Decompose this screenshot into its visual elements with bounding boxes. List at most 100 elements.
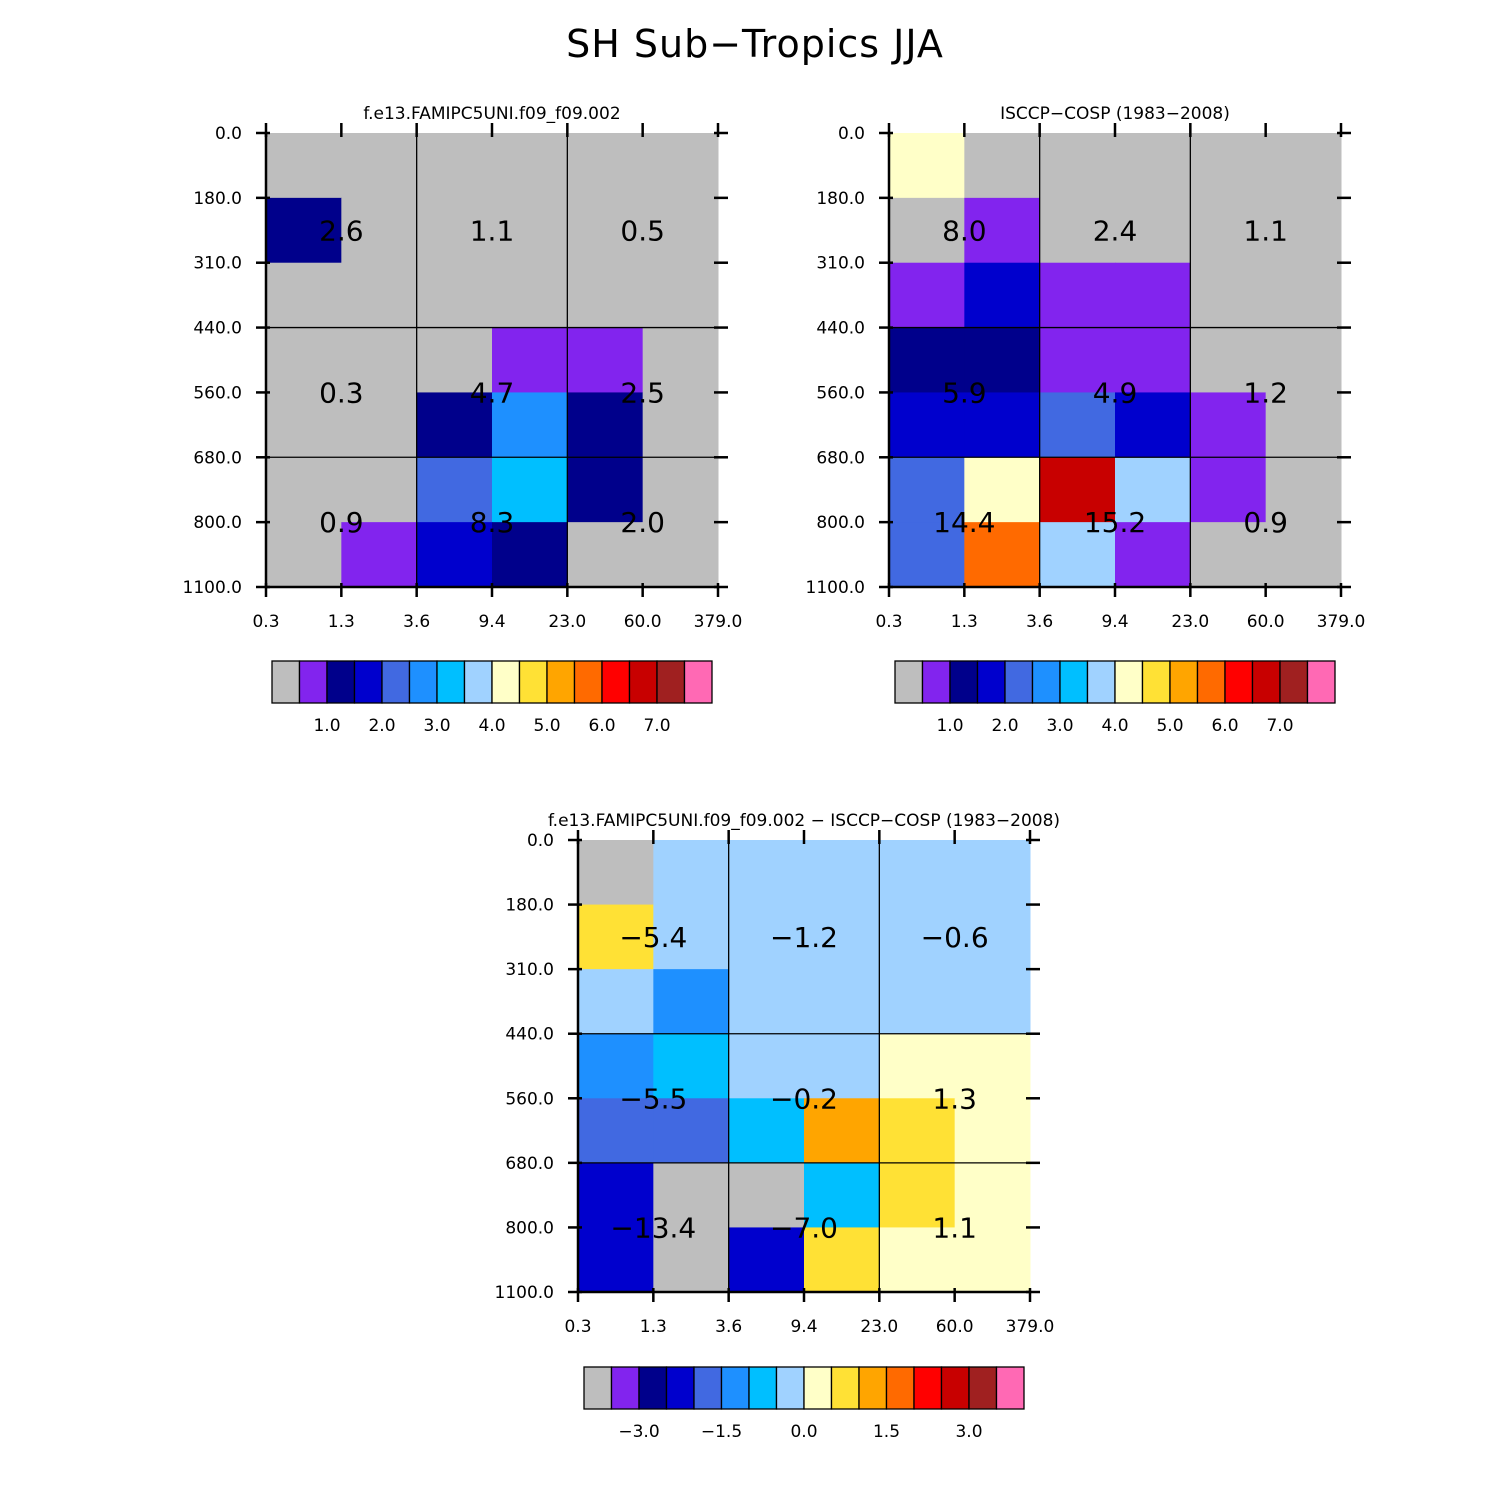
y-tick-label: 440.0 <box>816 319 865 339</box>
x-tick-label: 9.4 <box>1101 612 1128 632</box>
colorbar-label: 3.0 <box>955 1422 982 1442</box>
heatmap-cell <box>1265 197 1342 264</box>
heatmap-cell <box>804 1162 880 1228</box>
colorbar-box <box>913 1366 943 1410</box>
heatmap-cell <box>266 262 342 329</box>
heatmap-cell <box>653 904 730 970</box>
heatmap-cell <box>1265 392 1342 458</box>
heatmap-cell <box>567 522 644 588</box>
heatmap-cell <box>578 1162 654 1228</box>
heatmap-cell <box>1265 327 1342 393</box>
y-tick-label: 180.0 <box>505 896 554 916</box>
heatmap-cell <box>567 133 644 199</box>
y-tick-label: 560.0 <box>505 1089 554 1109</box>
y-tick-label: 560.0 <box>193 383 242 403</box>
heatmap-cell <box>1190 133 1267 199</box>
heatmap-cell <box>567 457 644 523</box>
block-sum-label: 0.5 <box>620 214 665 247</box>
y-tick-label: 560.0 <box>816 383 865 403</box>
x-tick-label: 23.0 <box>548 612 586 632</box>
colorbar-box <box>885 1366 915 1410</box>
heatmap-cell <box>889 262 965 329</box>
heatmap-cell <box>1039 197 1116 264</box>
colorbar-box <box>995 1366 1025 1410</box>
heatmap-cell <box>1190 262 1267 329</box>
heatmap-cell <box>889 197 965 264</box>
colorbar-box <box>949 660 979 704</box>
block-sum-label: −1.2 <box>770 921 838 954</box>
heatmap-cell <box>1190 197 1267 264</box>
heatmap-cell <box>341 197 418 264</box>
colorbar-box <box>1306 660 1336 704</box>
x-tick-label: 1.3 <box>640 1317 667 1337</box>
heatmap-cell <box>1115 327 1191 393</box>
colorbar-label: 1.0 <box>936 716 963 736</box>
colorbar-box <box>968 1366 998 1410</box>
heatmap-cell <box>578 969 654 1035</box>
heatmap-cell <box>879 840 956 906</box>
heatmap-cell <box>728 1162 805 1228</box>
heatmap-cell <box>804 840 880 906</box>
panel-title: f.e13.FAMIPC5UNI.f09_f09.002 <box>363 104 620 124</box>
colorbar-box <box>326 660 356 704</box>
y-tick-label: 310.0 <box>193 254 242 274</box>
colorbar-box <box>1059 660 1089 704</box>
heatmap-cell <box>642 262 719 329</box>
heatmap-cell <box>416 522 493 588</box>
x-tick-label: 0.3 <box>564 1317 591 1337</box>
colorbar-box <box>1004 660 1034 704</box>
block-sum-label: 4.7 <box>470 376 515 409</box>
heatmap-cell <box>954 1033 1031 1099</box>
heatmap-cell <box>1039 327 1116 393</box>
colorbar-label: 7.0 <box>643 716 670 736</box>
colorbar-box <box>1141 660 1171 704</box>
colorbar-label: 1.5 <box>873 1422 900 1442</box>
heatmap-cell <box>653 969 730 1035</box>
heatmap-cell <box>879 1162 956 1228</box>
x-tick-label: 379.0 <box>1006 1317 1055 1337</box>
heatmap-cell <box>964 522 1041 588</box>
y-tick-label: 310.0 <box>816 254 865 274</box>
y-tick-label: 440.0 <box>505 1025 554 1045</box>
heatmap-cell <box>954 1162 1031 1228</box>
block-sum-label: 1.1 <box>470 214 515 247</box>
block-sum-label: 14.4 <box>933 506 995 539</box>
heatmap-cell <box>266 133 342 199</box>
colorbar-box <box>583 1366 613 1410</box>
colorbar-label: 4.0 <box>1101 716 1128 736</box>
block-sum-label: −5.5 <box>619 1082 687 1115</box>
colorbar-label: 2.0 <box>991 716 1018 736</box>
heatmap-cell <box>1115 457 1191 523</box>
heatmap-cell <box>1039 457 1116 523</box>
block-sum-label: 1.2 <box>1243 376 1288 409</box>
block-sum-label: 0.9 <box>319 506 364 539</box>
heatmap-cell <box>341 392 418 458</box>
heatmap-cell <box>728 969 805 1035</box>
heatmap-cell <box>642 457 719 523</box>
heatmap-cell <box>653 1033 730 1099</box>
colorbar-box <box>271 660 301 704</box>
colorbar-box <box>656 660 686 704</box>
heatmap-cell <box>653 1227 730 1293</box>
panel-title: ISCCP−COSP (1983−2008) <box>1000 104 1230 124</box>
heatmap-cell <box>341 262 418 329</box>
x-tick-label: 60.0 <box>1247 612 1285 632</box>
heatmap-cell <box>804 969 880 1035</box>
heatmap-cell <box>1190 457 1267 523</box>
block-sum-label: 2.5 <box>620 376 665 409</box>
x-tick-label: 0.3 <box>252 612 279 632</box>
y-tick-label: 800.0 <box>816 513 865 533</box>
x-tick-label: 9.4 <box>790 1317 817 1337</box>
y-tick-label: 1100.0 <box>495 1283 554 1303</box>
heatmap-cell <box>889 133 965 199</box>
heatmap-cell <box>653 1098 730 1164</box>
heatmap-cell <box>879 1098 956 1164</box>
figure-title: SH Sub−Tropics JJA <box>566 22 944 66</box>
block-sum-label: 2.4 <box>1093 214 1138 247</box>
colorbar-box <box>463 660 493 704</box>
colorbar-box <box>940 1366 970 1410</box>
colorbar-label: −3.0 <box>618 1422 659 1442</box>
heatmap-cell <box>266 392 342 458</box>
heatmap-cell <box>416 262 493 329</box>
